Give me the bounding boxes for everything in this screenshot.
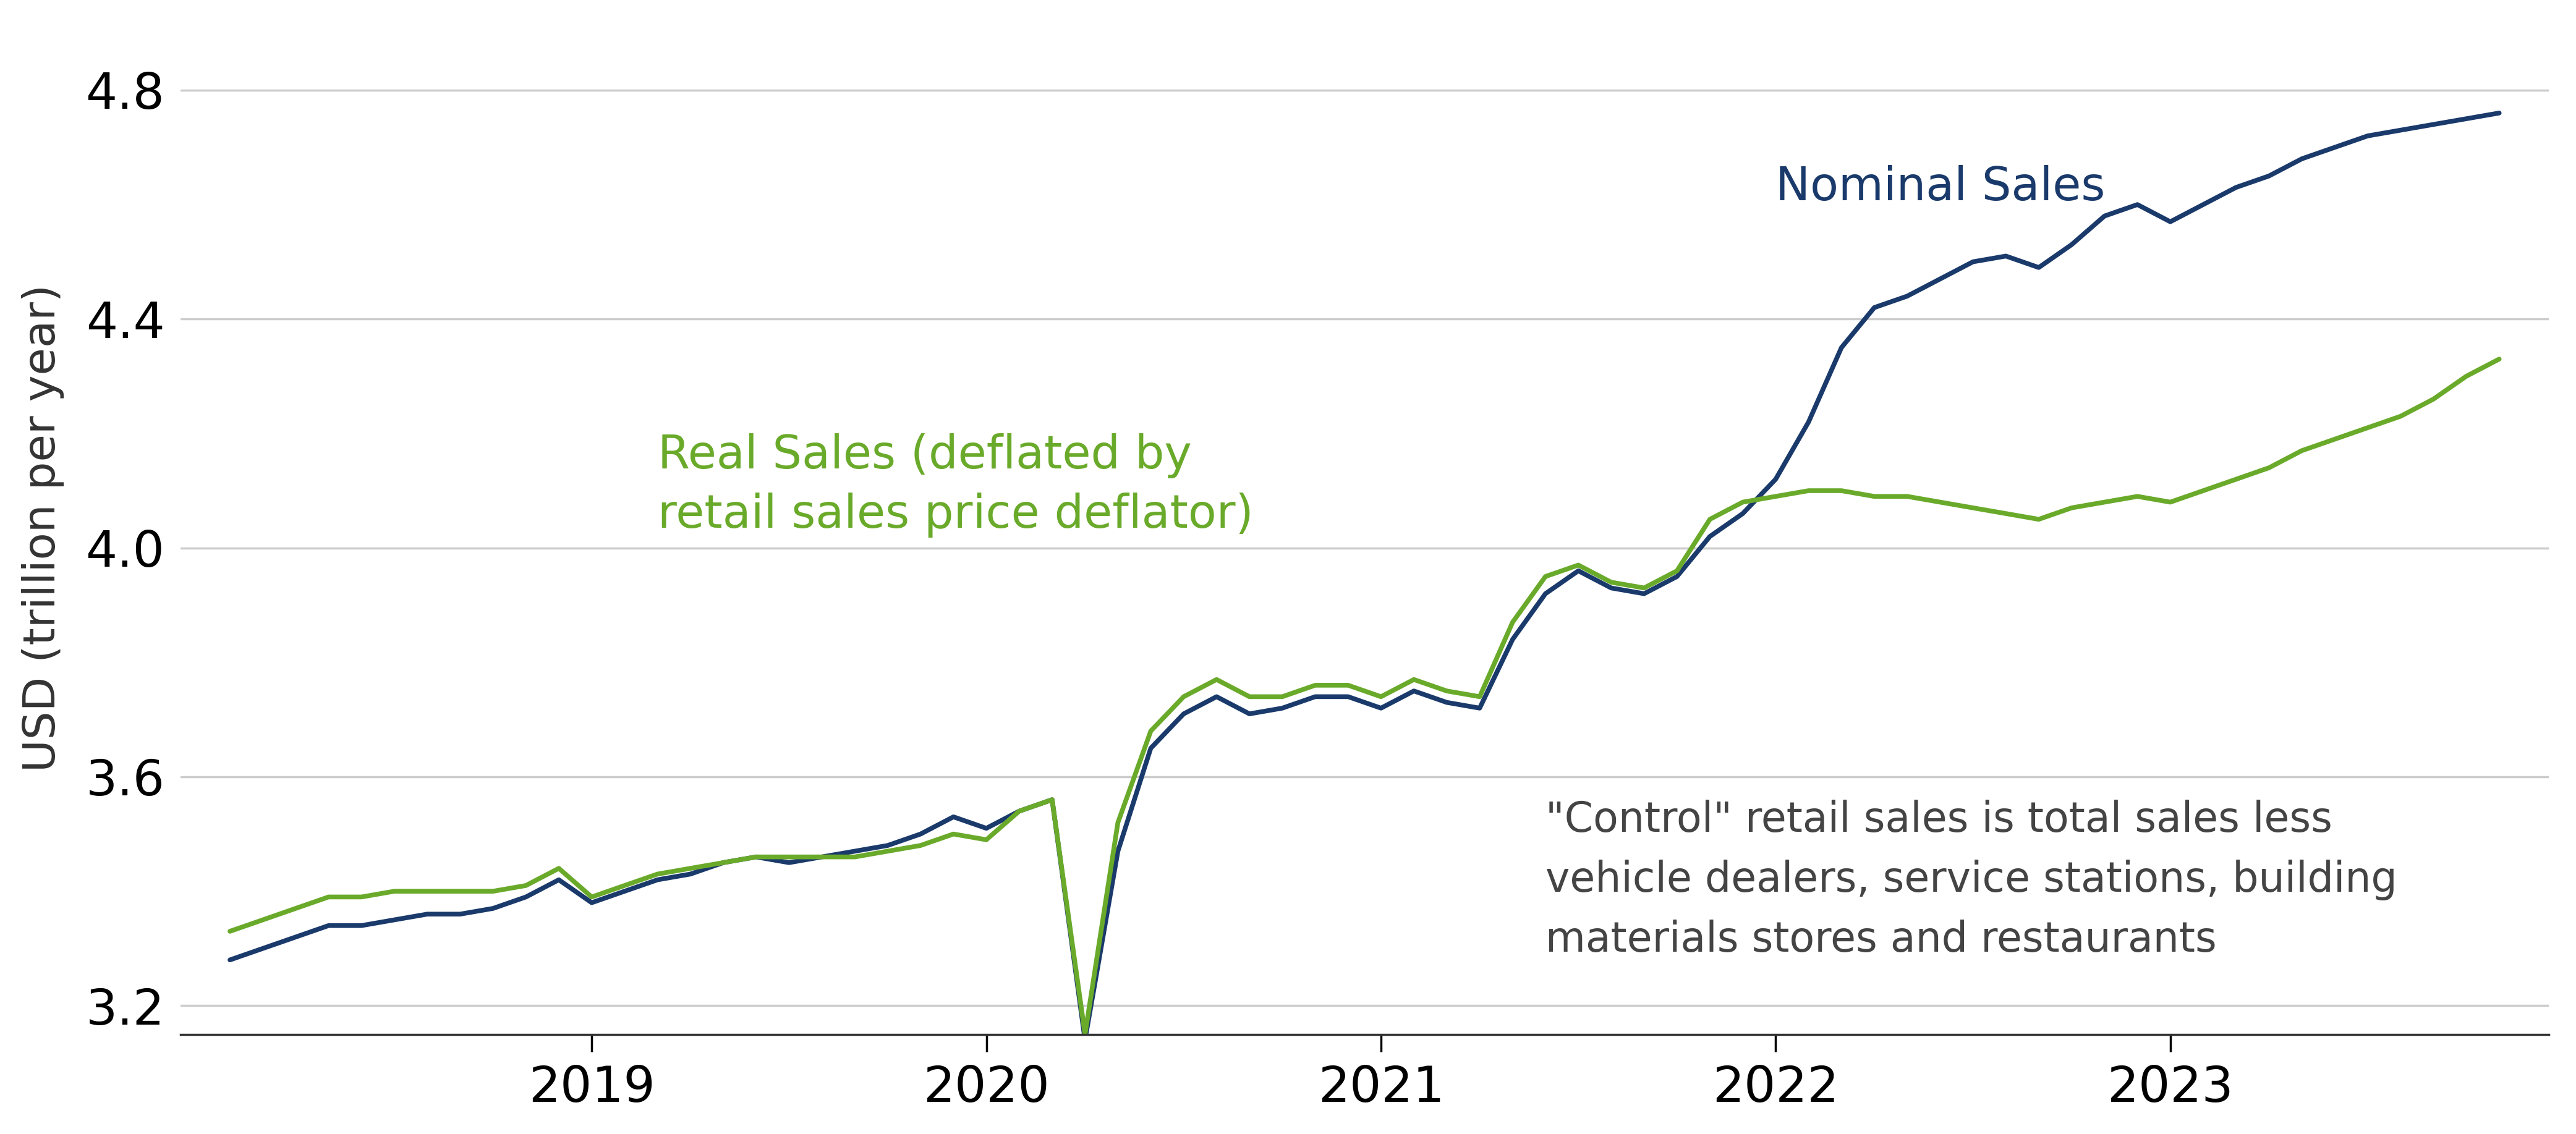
Text: Nominal Sales: Nominal Sales (1775, 166, 2105, 210)
Text: Real Sales (deflated by
retail sales price deflator): Real Sales (deflated by retail sales pri… (657, 433, 1255, 538)
Y-axis label: USD (trillion per year): USD (trillion per year) (21, 284, 64, 772)
Text: "Control" retail sales is total sales less
vehicle dealers, service stations, bu: "Control" retail sales is total sales le… (1546, 799, 2398, 960)
